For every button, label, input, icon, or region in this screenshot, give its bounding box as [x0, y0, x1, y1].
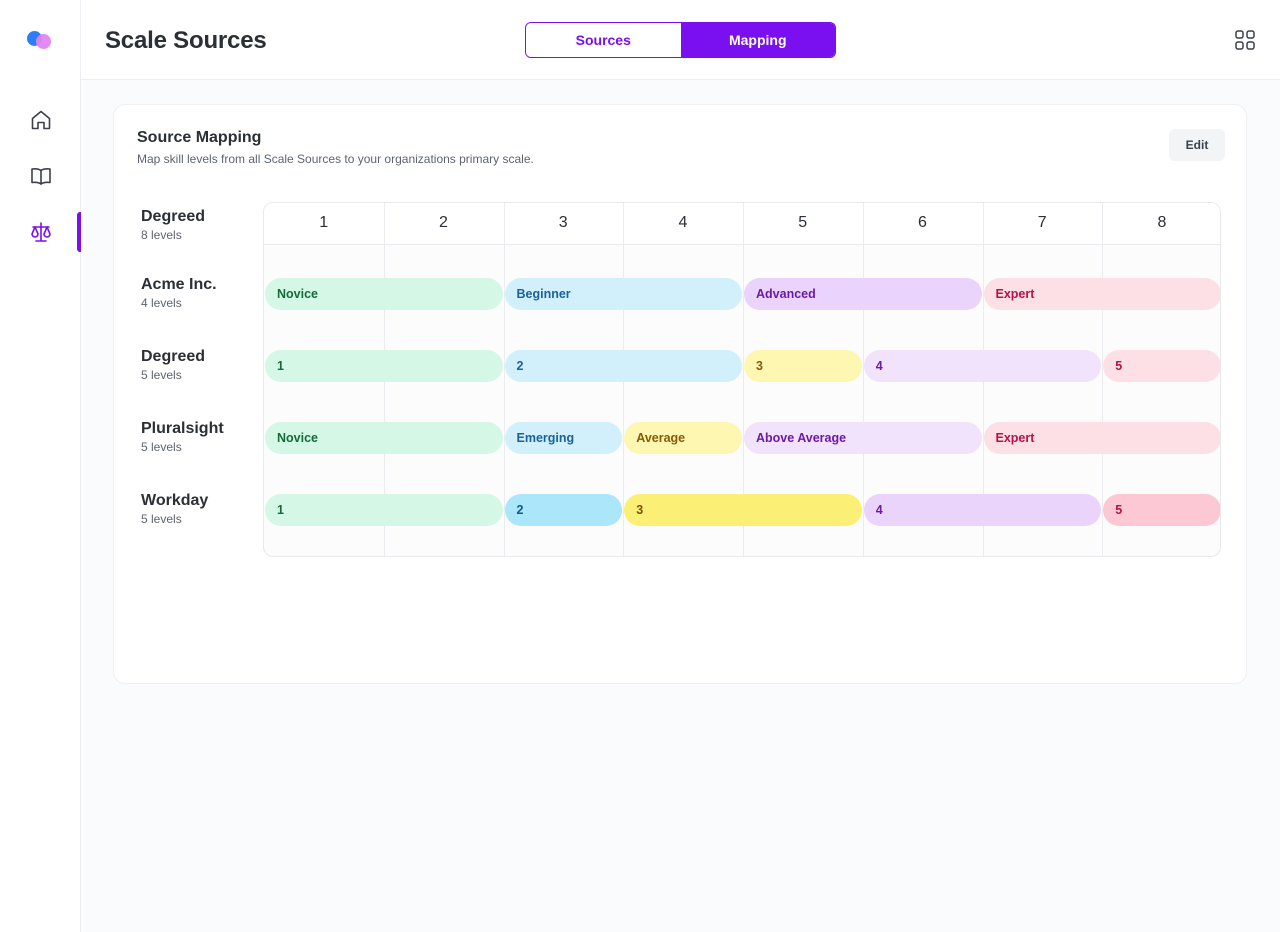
page-title: Scale Sources [105, 27, 267, 54]
level-pill[interactable]: 5 [1103, 350, 1220, 382]
header: Scale Sources Sources Mapping [81, 0, 1280, 80]
source-name: Pluralsight [141, 420, 224, 437]
header-divider [264, 244, 1220, 245]
column-divider [743, 203, 744, 556]
source-name: Workday [141, 492, 209, 509]
level-pill[interactable]: 4 [863, 350, 1102, 382]
column-header: 5 [798, 214, 808, 231]
source-name: Acme Inc. [141, 276, 217, 293]
column-header: 2 [439, 214, 448, 231]
source-row-label: Acme Inc. 4 levels [141, 276, 261, 310]
level-pill[interactable]: 3 [624, 494, 862, 526]
book-icon [30, 168, 51, 185]
matrix-header [264, 203, 1220, 244]
source-levels: 5 levels [141, 368, 182, 382]
source-name: Degreed [141, 208, 206, 225]
level-pill[interactable]: Expert [983, 422, 1220, 454]
level-pill[interactable]: 1 [265, 494, 503, 526]
card-subtitle: Map skill levels from all Scale Sources … [137, 152, 534, 166]
level-pill[interactable]: Average [624, 422, 742, 454]
level-pill[interactable]: 5 [1103, 494, 1220, 526]
source-levels: 5 levels [141, 440, 182, 454]
source-row-label: Degreed 5 levels [141, 348, 261, 382]
source-name: Degreed [141, 348, 206, 365]
column-divider [504, 203, 505, 556]
column-header: 4 [678, 214, 688, 231]
level-pill[interactable]: 4 [863, 494, 1102, 526]
column-header: 8 [1157, 214, 1167, 231]
home-icon [31, 110, 50, 130]
level-pill[interactable]: 2 [504, 494, 623, 526]
level-pill[interactable]: Expert [983, 278, 1220, 310]
source-levels: 5 levels [141, 512, 182, 526]
edit-button[interactable]: Edit [1169, 129, 1225, 161]
tab-mapping[interactable]: Mapping [680, 23, 835, 57]
column-divider [863, 203, 864, 556]
column-header: 7 [1037, 214, 1047, 231]
sidebar [0, 0, 81, 932]
level-pill[interactable]: Beginner [504, 278, 742, 310]
tab-sources[interactable]: Sources [526, 23, 681, 57]
sidebar-item-scale-sources[interactable] [0, 212, 81, 252]
level-pill[interactable]: 1 [265, 350, 503, 382]
view-tabs: Sources Mapping [525, 22, 836, 58]
source-row-label: Workday 5 levels [141, 492, 261, 526]
mapping-matrix: 1 2 3 4 5 6 7 8 Novice Beginner Advanced Expert 1 2 3 4… [263, 202, 1221, 557]
column-header: 3 [558, 214, 568, 231]
level-pill[interactable]: 3 [744, 350, 862, 382]
level-pill[interactable]: Emerging [504, 422, 623, 454]
sidebar-item-library[interactable] [0, 156, 81, 196]
level-pill[interactable]: Novice [265, 278, 503, 310]
level-pill[interactable]: Above Average [744, 422, 982, 454]
app-logo[interactable] [27, 31, 53, 51]
column-header: 6 [918, 214, 927, 231]
level-pill[interactable]: 2 [504, 350, 742, 382]
column-header: 1 [319, 214, 329, 231]
sidebar-item-home[interactable] [0, 100, 81, 140]
source-levels: 4 levels [141, 296, 182, 310]
column-divider [1102, 203, 1103, 556]
apps-grid-icon[interactable] [1234, 29, 1256, 51]
source-levels: 8 levels [141, 228, 182, 242]
level-pill[interactable]: Novice [265, 422, 503, 454]
card-title: Source Mapping [137, 129, 262, 146]
source-mapping-card: Source Mapping Map skill levels from all… [113, 104, 1247, 684]
source-row-label: Pluralsight 5 levels [141, 420, 261, 454]
primary-scale-label: Degreed 8 levels [141, 208, 261, 242]
scale-icon [30, 222, 51, 242]
level-pill[interactable]: Advanced [744, 278, 982, 310]
